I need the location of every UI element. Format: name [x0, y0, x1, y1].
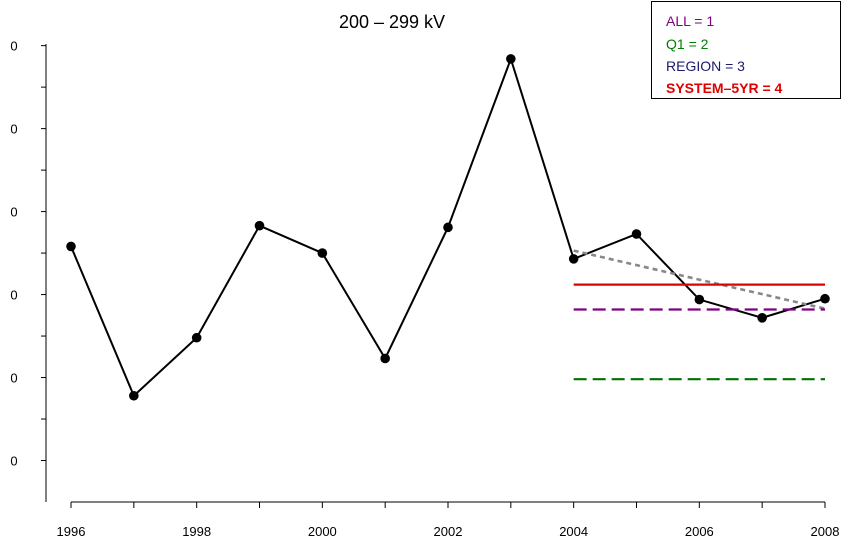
data-point [443, 222, 453, 233]
y-tick-label: 0 [10, 122, 17, 137]
y-tick-label: 0 [10, 39, 17, 54]
y-tick-label: 0 [10, 454, 17, 469]
axes: 0 0 0 0 0 0 1996 1998 2000 2002 2004 2006 2008 [10, 39, 839, 539]
data-point [317, 248, 328, 258]
chart-title: 200 – 299 kV [339, 12, 445, 32]
legend-entry-q1: Q1 = 2 [666, 36, 709, 52]
series-line-1 [573, 249, 826, 310]
x-tick-label: 2008 [811, 524, 840, 539]
x-tick-label: 2000 [308, 524, 337, 539]
y-tick-label: 0 [10, 205, 17, 220]
legend: ALL = 1 Q1 = 2 REGION = 3 SYSTEM–5YR = 4 [651, 1, 841, 99]
y-tick-label: 0 [10, 288, 17, 303]
x-tick-label: 2002 [434, 524, 463, 539]
data-point [254, 220, 265, 231]
data-point [191, 332, 202, 343]
data-point [129, 390, 139, 401]
x-tick-label: 2004 [559, 524, 588, 539]
data-point [506, 54, 516, 64]
legend-entry-system-5yr: SYSTEM–5YR = 4 [666, 80, 783, 96]
data-point [694, 294, 705, 305]
data-point [757, 312, 767, 323]
data-point [66, 241, 76, 252]
y-tick-label: 0 [10, 371, 17, 386]
data-point [631, 229, 642, 239]
plot-area [66, 54, 830, 401]
data-point [380, 353, 390, 364]
data-point [568, 254, 579, 264]
x-tick-label: 1996 [57, 524, 86, 539]
legend-entry-region: REGION = 3 [666, 58, 745, 74]
x-tick-label: 2006 [685, 524, 714, 539]
legend-entry-all: ALL = 1 [666, 13, 715, 29]
data-point [820, 293, 830, 304]
x-tick-label: 1998 [182, 524, 211, 539]
